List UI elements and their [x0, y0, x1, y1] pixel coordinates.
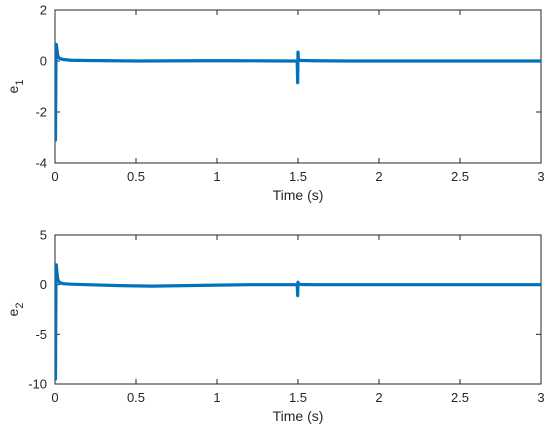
y-axis-label: e1: [5, 80, 26, 94]
y-axis-label-base: e: [5, 85, 21, 93]
y-axis-label-base: e: [5, 308, 21, 316]
x-tick-label: 2: [375, 169, 382, 184]
x-tick-label: 1.5: [289, 169, 307, 184]
x-axis-label: Time (s): [273, 408, 324, 424]
x-tick-label: 2.5: [451, 169, 469, 184]
y-tick-label: -5: [35, 327, 47, 342]
y-tick-label: 5: [40, 228, 47, 243]
x-tick-label: 1: [213, 390, 220, 405]
y-axis-label-subscript: 1: [14, 80, 26, 86]
x-tick-label: 1.5: [289, 390, 307, 405]
y-axis-label-subscript: 2: [14, 303, 26, 309]
x-tick-label: 3: [537, 169, 544, 184]
series-line: [55, 42, 541, 142]
x-tick-label: 0.5: [127, 390, 145, 405]
x-tick-label: 0: [51, 390, 58, 405]
y-tick-label: -4: [35, 156, 47, 171]
y-tick-label: -10: [28, 377, 47, 392]
x-axis-label: Time (s): [273, 187, 324, 203]
y-tick-label: 0: [40, 54, 47, 69]
series-line: [55, 263, 541, 381]
y-tick-label: 2: [40, 3, 47, 18]
x-tick-label: 2.5: [451, 390, 469, 405]
y-axis-label: e2: [5, 303, 26, 317]
x-tick-label: 3: [537, 390, 544, 405]
y-tick-label: -2: [35, 105, 47, 120]
x-tick-label: 1: [213, 169, 220, 184]
x-tick-label: 0.5: [127, 169, 145, 184]
axes-frame: [54, 234, 542, 385]
y-tick-label: 0: [40, 277, 47, 292]
x-tick-label: 2: [375, 390, 382, 405]
axes-frame: [54, 9, 542, 164]
x-tick-label: 0: [51, 169, 58, 184]
